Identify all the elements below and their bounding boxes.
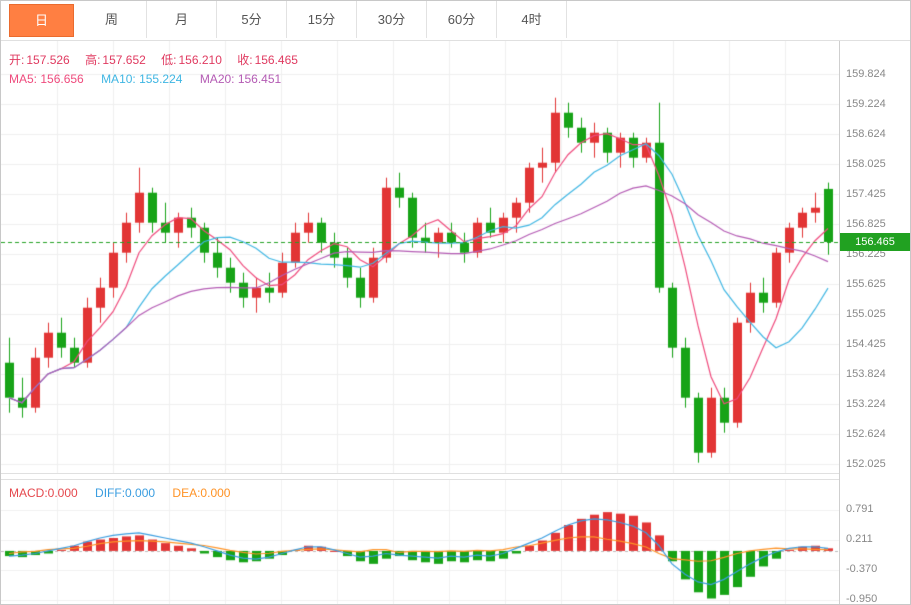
macd-legend: MACD:0.000 DIFF:0.000 DEA:0.000 — [9, 486, 244, 500]
price-tick-label: 154.425 — [846, 338, 886, 350]
price-tick-label: 152.624 — [846, 428, 886, 440]
close-label: 收: — [237, 53, 253, 67]
price-tick-label: 158.025 — [846, 158, 886, 170]
open-value: 157.526 — [26, 53, 70, 67]
tab-30min[interactable]: 30分 — [357, 1, 427, 38]
ohlc-legend: 开: 157.526 高: 157.652 低: 156.210 收: 156.465 — [9, 51, 310, 68]
diff-value-label: DIFF:0.000 — [95, 486, 156, 500]
candlestick-canvas[interactable] — [1, 41, 839, 473]
high-value: 157.652 — [102, 53, 146, 67]
price-tick-label: 158.624 — [846, 128, 886, 140]
price-tick-label: 159.824 — [846, 68, 886, 80]
tab-15min[interactable]: 15分 — [287, 1, 357, 38]
ma-legend: MA5: 156.656 MA10: 155.224 MA20: 156.451 — [9, 72, 295, 86]
main-chart-panel: 开: 157.526 高: 157.652 低: 156.210 收: 156.465 … — [1, 41, 840, 474]
macd-panel: MACD:0.000 DIFF:0.000 DEA:0.000 — [1, 479, 840, 604]
macd-canvas[interactable] — [1, 480, 839, 604]
low-label: 低: — [161, 53, 177, 67]
price-tick-label: 156.225 — [846, 248, 886, 260]
macd-value-label: MACD:0.000 — [9, 486, 78, 500]
axis-divider — [839, 41, 840, 604]
open-label: 开: — [9, 53, 25, 67]
price-tick-label: 155.625 — [846, 278, 886, 290]
ma5-legend: MA5: 156.656 — [9, 72, 84, 86]
dea-value-label: DEA:0.000 — [172, 486, 231, 500]
close-value: 156.465 — [254, 53, 298, 67]
price-tick-label: 157.425 — [846, 188, 886, 200]
price-tick-label: 155.025 — [846, 308, 886, 320]
tab-day[interactable]: 日 — [9, 4, 74, 37]
tab-month[interactable]: 月 — [147, 1, 217, 38]
macd-tick-label: 0.211 — [846, 533, 873, 545]
current-price-badge: 156.465 — [840, 233, 910, 251]
timeframe-toolbar: 日 周 月 5分 15分 30分 60分 4时 — [1, 1, 910, 41]
tab-4hour[interactable]: 4时 — [497, 1, 567, 38]
price-tick-label: 156.825 — [846, 218, 886, 230]
ma10-legend: MA10: 155.224 — [101, 72, 183, 86]
price-tick-label: 153.224 — [846, 398, 886, 410]
price-tick-label: 152.025 — [846, 458, 886, 470]
tab-5min[interactable]: 5分 — [217, 1, 287, 38]
macd-tick-label: -0.950 — [846, 593, 878, 605]
high-label: 高: — [85, 53, 101, 67]
tab-week[interactable]: 周 — [77, 1, 147, 38]
price-tick-label: 159.224 — [846, 98, 886, 110]
low-value: 156.210 — [178, 53, 222, 67]
tab-60min[interactable]: 60分 — [427, 1, 497, 38]
ma20-legend: MA20: 156.451 — [199, 72, 282, 86]
macd-tick-label: -0.370 — [846, 563, 878, 575]
price-tick-label: 153.824 — [846, 368, 886, 380]
macd-tick-label: 0.791 — [846, 503, 874, 515]
